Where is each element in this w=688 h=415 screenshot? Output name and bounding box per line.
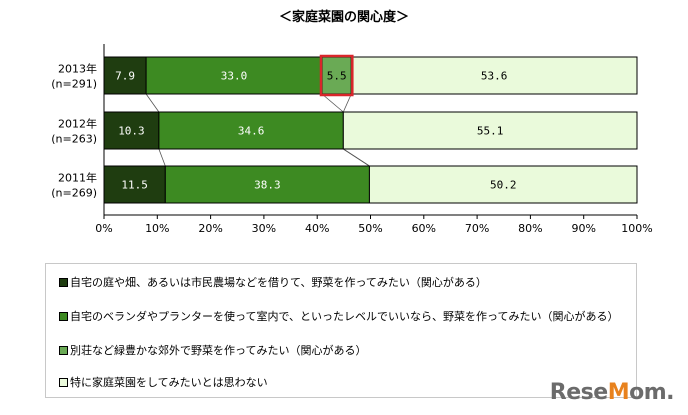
x-tick-label: 70%: [465, 222, 489, 235]
legend-swatch: [59, 277, 68, 287]
legend-label: 自宅の庭や畑、あるいは市民農場などを借りて、野菜を作ってみたい（関心がある）: [70, 276, 487, 289]
plot-area: 0% 10% 20% 30% 40% 50% 60% 70% 80% 90% 100% 2013年 (n…: [51, 44, 653, 235]
x-tick-label: 90%: [571, 222, 595, 235]
data-label: 7.9: [115, 70, 135, 83]
legend-swatch: [59, 345, 68, 355]
category-label-n: (n=269): [51, 187, 97, 200]
legend-item: 自宅の庭や畑、あるいは市民農場などを借りて、野菜を作ってみたい（関心がある）: [59, 274, 487, 290]
legend-item: 自宅のベランダやプランターを使って室内で、といったレベルでいいなら、野菜を作って…: [59, 308, 618, 324]
x-tick-label: 10%: [145, 222, 169, 235]
data-label: 10.3: [118, 125, 145, 138]
legend-item: 別荘など緑豊かな郊外で野菜を作ってみたい（関心がある）: [59, 342, 366, 358]
data-label: 38.3: [254, 179, 281, 192]
bar-segment: [368, 165, 638, 204]
bar-segment: [158, 111, 344, 150]
series-connector-line: [343, 148, 370, 167]
legend-label: 特に家庭菜園をしてみたいとは思わない: [70, 376, 268, 389]
data-label: 5.5: [327, 70, 347, 83]
x-tick-label: 0%: [95, 222, 112, 235]
series-connector-line: [145, 93, 160, 113]
data-label: 34.6: [238, 125, 265, 138]
category-label-year: 2011年: [58, 171, 97, 185]
x-tick-label: 50%: [358, 222, 382, 235]
series-connector-line: [321, 93, 344, 113]
bar-segment: [342, 111, 638, 150]
data-label: 55.1: [477, 125, 504, 138]
series-connector-line: [158, 148, 166, 167]
category-label-year: 2013年: [58, 62, 97, 76]
category-label-n: (n=263): [51, 133, 97, 146]
resemom-logo: ReseMom.: [549, 380, 675, 405]
data-label: 33.0: [221, 70, 248, 83]
legend-label: 自宅のベランダやプランターを使って室内で、といったレベルでいいなら、野菜を作って…: [70, 310, 619, 323]
legend-item: 特に家庭菜園をしてみたいとは思わない: [59, 374, 268, 390]
x-tick-label: 20%: [198, 222, 222, 235]
x-tick-label: 60%: [412, 222, 436, 235]
legend-swatch: [59, 311, 68, 321]
highlight-box: [319, 54, 354, 97]
x-tick-label: 30%: [252, 222, 276, 235]
bar-segment: [103, 165, 166, 204]
x-tick-label: 80%: [518, 222, 542, 235]
series-connector-line: [342, 93, 352, 113]
legend: 自宅の庭や畑、あるいは市民農場などを借りて、野菜を作ってみたい（関心がある） 自宅…: [45, 263, 637, 398]
data-label: 50.2: [490, 179, 517, 192]
bar-segment: [164, 165, 370, 204]
category-label-n: (n=291): [51, 78, 97, 91]
category-label-year: 2012年: [58, 117, 97, 131]
legend-swatch: [59, 377, 68, 387]
chart-title: ＜家庭菜園の関心度＞: [279, 9, 409, 25]
legend-label: 別荘など緑豊かな郊外で野菜を作ってみたい（関心がある）: [70, 344, 367, 357]
x-tick-label: 100%: [621, 222, 652, 235]
data-label: 53.6: [481, 70, 508, 83]
chart: ＜家庭菜園の関心度＞ 0% 10% 20% 30% 40% 50% 60% 70% 80% 90%…: [51, 9, 653, 235]
x-tick-label: 40%: [305, 222, 329, 235]
data-label: 11.5: [121, 179, 148, 192]
bar-segment: [350, 56, 638, 95]
